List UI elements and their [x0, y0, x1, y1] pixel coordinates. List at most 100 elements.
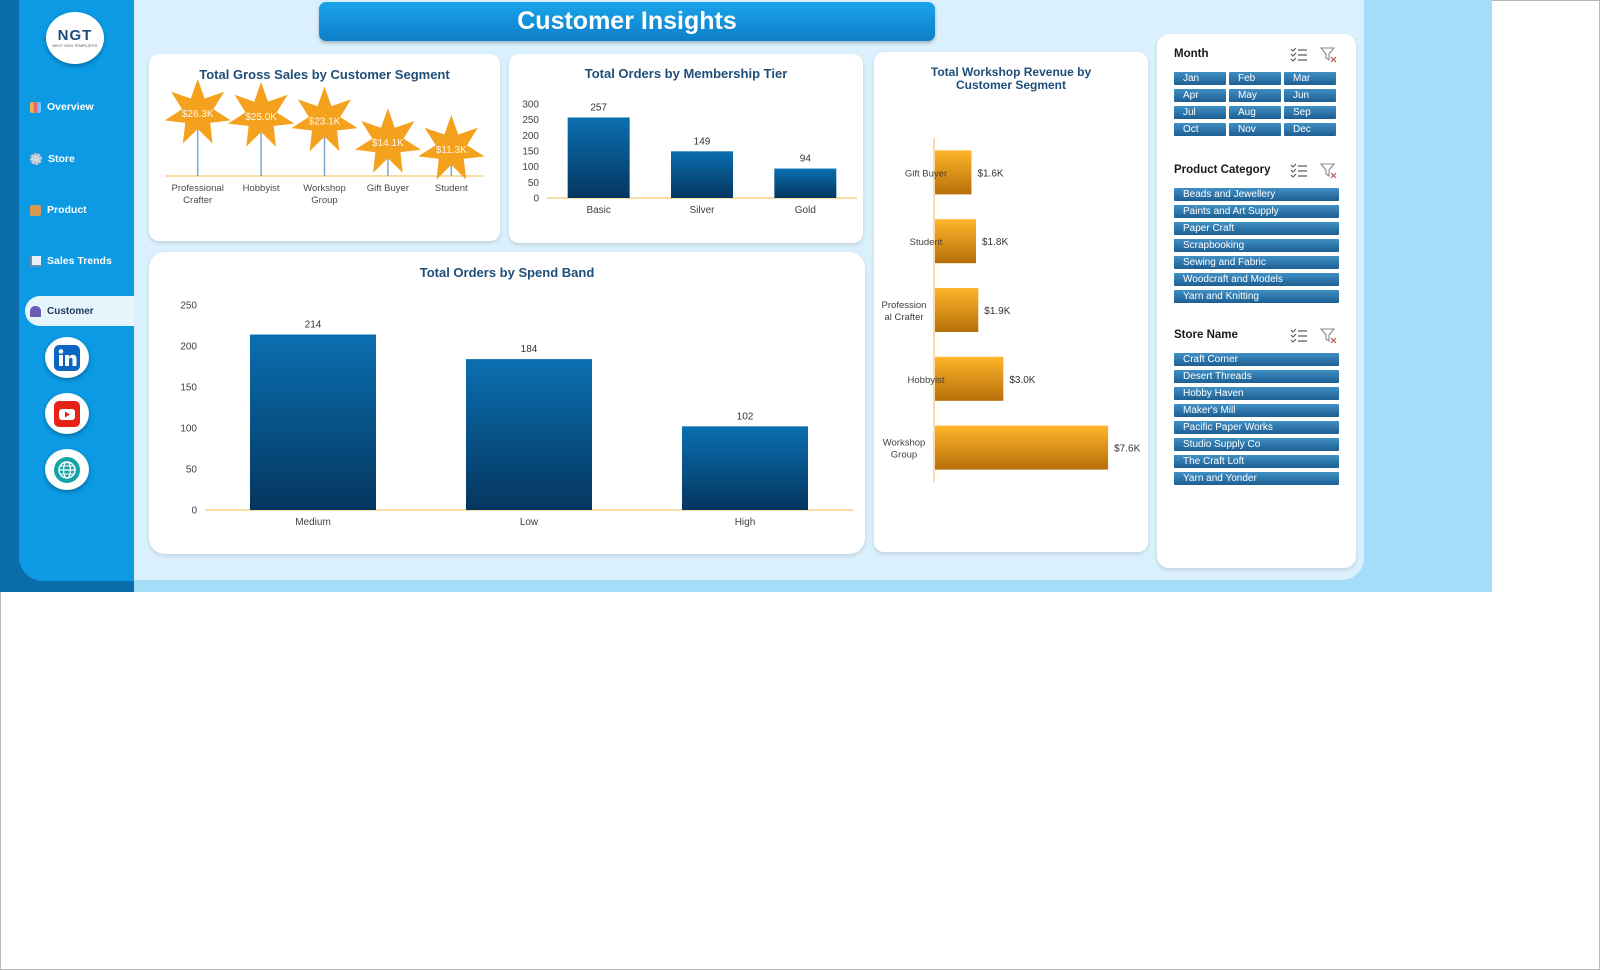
data-label: 102: [737, 411, 754, 422]
slicer-item-store[interactable]: Yarn and Yonder: [1174, 472, 1339, 485]
y-tick-label: 50: [528, 178, 540, 189]
slicer-item-month[interactable]: Feb: [1229, 72, 1281, 85]
slicer-item-category[interactable]: Beads and Jewellery: [1174, 188, 1339, 201]
y-tick-label: 100: [180, 424, 197, 435]
y-tick-label: 150: [522, 147, 539, 158]
multi-select-icon[interactable]: [1290, 328, 1308, 344]
data-label: 214: [305, 320, 322, 331]
x-tick-label: Workshop: [303, 183, 346, 194]
slicer-item-month[interactable]: Aug: [1229, 106, 1281, 119]
nav-customer[interactable]: Customer: [25, 296, 134, 326]
globe-icon: [54, 456, 80, 483]
slicer-item-category[interactable]: Paints and Art Supply: [1174, 205, 1339, 218]
bar: [935, 150, 972, 195]
x-tick-label: Group: [311, 195, 337, 206]
clear-filter-icon[interactable]: [1320, 328, 1338, 344]
x-tick-label: Gold: [795, 205, 816, 216]
check-mark: [1290, 173, 1297, 178]
linkedin-button[interactable]: [45, 337, 89, 378]
bar: [935, 288, 979, 332]
chart-title-line1: Total Workshop Revenue by: [930, 65, 1092, 79]
data-star: [228, 82, 295, 147]
y-tick-label: Profession al Crafter: [882, 300, 927, 323]
data-label: $11.3K: [436, 145, 467, 156]
y-tick-label: 100: [522, 162, 539, 173]
clear-filter-icon[interactable]: [1320, 47, 1338, 63]
data-label: $1.8K: [982, 237, 1008, 248]
slicer-item-category[interactable]: Scrapbooking: [1174, 239, 1339, 252]
slicer-item-category[interactable]: Paper Craft: [1174, 222, 1339, 235]
bar: [567, 117, 630, 198]
data-label: 257: [590, 102, 607, 113]
x-tick-label: Low: [520, 517, 539, 528]
y-tick-label: Workshop Group: [883, 438, 926, 461]
multi-select-icon[interactable]: [1290, 163, 1308, 179]
nav-label: Store: [48, 153, 75, 165]
data-label: 184: [521, 344, 538, 355]
slicer-item-month[interactable]: Oct: [1174, 123, 1226, 136]
spend-band-chart: 250 200 150 100 50 0 214 Medium 184 Low 102 High: [180, 301, 853, 528]
data-label: $25.0K: [245, 112, 277, 123]
y-tick-label: 250: [180, 301, 197, 312]
slicer-item-month[interactable]: Apr: [1174, 89, 1226, 102]
bar: [774, 168, 837, 198]
x-tick-label: Medium: [295, 517, 331, 528]
nav-store[interactable]: Store: [30, 146, 75, 172]
gear-icon: [30, 153, 42, 165]
slicer-item-month[interactable]: Mar: [1284, 72, 1336, 85]
y-tick-label: 150: [180, 383, 197, 394]
bar-chart-icon: [30, 101, 41, 113]
nav-product[interactable]: Product: [30, 197, 87, 223]
slicer-item-month[interactable]: Dec: [1284, 123, 1336, 136]
clear-filter-icon[interactable]: [1320, 163, 1338, 179]
data-label: $23.1K: [309, 117, 341, 128]
slicer-item-category[interactable]: Woodcraft and Models: [1174, 273, 1339, 286]
nav-sales-trends[interactable]: Sales Trends: [30, 248, 112, 274]
slicer-item-month[interactable]: Jun: [1284, 89, 1336, 102]
data-label: 94: [800, 154, 812, 165]
logo-text: NGT: [57, 26, 93, 44]
slicer-item-category[interactable]: Yarn and Knitting: [1174, 290, 1339, 303]
data-star: [354, 108, 421, 173]
website-button[interactable]: [45, 449, 89, 490]
y-tick-label: Hobbyist: [908, 375, 945, 386]
x-tick-label: High: [735, 517, 756, 528]
slicer-item-month[interactable]: May: [1229, 89, 1281, 102]
data-label: $26.3K: [182, 109, 214, 120]
bar: [250, 334, 376, 510]
youtube-button[interactable]: [45, 393, 89, 434]
slicer-item-store[interactable]: The Craft Loft: [1174, 455, 1339, 468]
multi-select-icon[interactable]: [1290, 47, 1308, 63]
slicer-item-category[interactable]: Sewing and Fabric: [1174, 256, 1339, 269]
bar: [682, 426, 808, 510]
y-tick-label: 200: [522, 131, 539, 142]
slicer-item-store[interactable]: Studio Supply Co: [1174, 438, 1339, 451]
slicer-item-store[interactable]: Desert Threads: [1174, 370, 1339, 383]
filter-funnel: [1320, 163, 1336, 178]
data-label: $7.6K: [1114, 444, 1140, 455]
slicer-item-month[interactable]: Jan: [1174, 72, 1226, 85]
slicer-item-store[interactable]: Hobby Haven: [1174, 387, 1339, 400]
logo[interactable]: NGT NEXT GEN TEMPLATES: [46, 12, 104, 64]
slicer-item-store[interactable]: Maker's Mill: [1174, 404, 1339, 417]
slicer-item-store[interactable]: Craft Corner: [1174, 353, 1339, 366]
filter-funnel: [1320, 47, 1336, 62]
slicer-item-month[interactable]: Jul: [1174, 106, 1226, 119]
data-star: [291, 86, 358, 152]
data-label: $1.9K: [984, 306, 1010, 317]
slicer-item-store[interactable]: Pacific Paper Works: [1174, 421, 1339, 434]
clear-x: [1330, 56, 1337, 63]
data-label: 149: [694, 136, 711, 147]
linkedin-icon: [54, 344, 80, 371]
nav-overview[interactable]: Overview: [30, 94, 94, 120]
bar: [935, 219, 976, 264]
check-mark: [1290, 57, 1297, 62]
bar: [671, 151, 733, 198]
slicer-item-month[interactable]: Nov: [1229, 123, 1281, 136]
chart-title: Total Workshop Revenue by Customer Segme…: [874, 66, 1148, 92]
slicer-item-month[interactable]: Sep: [1284, 106, 1336, 119]
membership-chart: 300 250 200 150 100 50 0 257 Basic 149 Silver 94 Gol…: [522, 100, 857, 216]
data-star: [164, 78, 231, 144]
logo-subtext: NEXT GEN TEMPLATES: [52, 42, 98, 48]
